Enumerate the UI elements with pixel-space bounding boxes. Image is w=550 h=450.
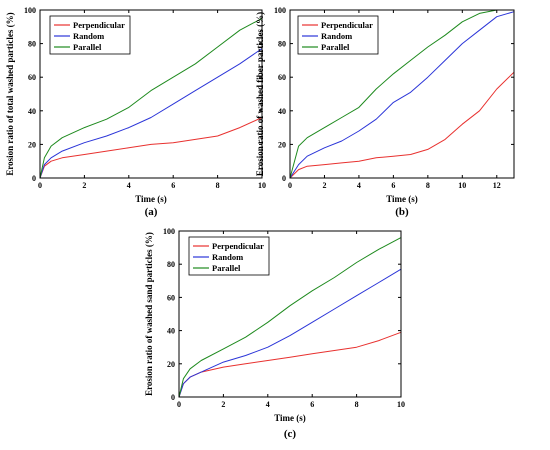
x-tick-label: 2 bbox=[82, 181, 86, 190]
legend-label-parallel: Parallel bbox=[321, 42, 350, 52]
y-tick-label: 100 bbox=[24, 6, 36, 15]
y-tick-label: 80 bbox=[278, 40, 286, 49]
x-tick-label: 6 bbox=[171, 181, 175, 190]
series-line-parallel bbox=[39, 17, 263, 179]
legend-label-parallel: Parallel bbox=[73, 42, 102, 52]
y-tick-label: 20 bbox=[167, 360, 175, 369]
x-tick-label: 0 bbox=[38, 181, 42, 190]
x-tick-label: 8 bbox=[216, 181, 220, 190]
x-tick-label: 0 bbox=[177, 400, 181, 409]
legend-label-parallel: Parallel bbox=[212, 263, 241, 273]
legend-label-perpendicular: Perpendicular bbox=[212, 241, 264, 251]
legend-box bbox=[297, 15, 379, 55]
x-tick-label: 10 bbox=[458, 181, 466, 190]
y-tick-label: 40 bbox=[28, 107, 36, 116]
legend-label-random: Random bbox=[212, 252, 243, 262]
series-line-random bbox=[178, 268, 402, 398]
series-line-random bbox=[289, 11, 515, 179]
x-tick-label: 0 bbox=[288, 181, 292, 190]
x-tick-label: 10 bbox=[258, 181, 266, 190]
series-line-parallel bbox=[178, 237, 402, 398]
x-tick-label: 6 bbox=[391, 181, 395, 190]
legend-box bbox=[49, 15, 131, 55]
plot-frame bbox=[289, 9, 515, 179]
y-tick-label: 100 bbox=[274, 6, 286, 15]
legend-box bbox=[188, 236, 270, 276]
x-tick-label: 4 bbox=[127, 181, 131, 190]
y-tick-label: 80 bbox=[28, 40, 36, 49]
series-line-random bbox=[39, 48, 263, 179]
y-tick-label: 40 bbox=[278, 107, 286, 116]
x-tick-label: 2 bbox=[322, 181, 326, 190]
y-tick-label: 0 bbox=[282, 174, 286, 183]
series-line-perpendicular bbox=[39, 117, 263, 179]
x-tick-label: 12 bbox=[493, 181, 501, 190]
y-axis-label: Erosion ratio of total washed particles … bbox=[5, 12, 15, 175]
x-axis-label: Time (s) bbox=[135, 194, 167, 204]
legend-label-perpendicular: Perpendicular bbox=[321, 20, 373, 30]
chart-caption: (a) bbox=[145, 206, 158, 218]
x-tick-label: 4 bbox=[357, 181, 361, 190]
legend-label-random: Random bbox=[73, 31, 104, 41]
x-axis-label: Time (s) bbox=[386, 194, 418, 204]
y-tick-label: 60 bbox=[278, 73, 286, 82]
x-tick-label: 10 bbox=[397, 400, 405, 409]
y-tick-label: 0 bbox=[32, 174, 36, 183]
legend-label-random: Random bbox=[321, 31, 352, 41]
chart-caption: (b) bbox=[395, 206, 409, 218]
y-tick-label: 40 bbox=[167, 327, 175, 336]
x-tick-label: 2 bbox=[221, 400, 225, 409]
y-tick-label: 80 bbox=[167, 260, 175, 269]
series-line-perpendicular bbox=[178, 331, 402, 398]
y-tick-label: 100 bbox=[163, 227, 175, 236]
y-tick-label: 60 bbox=[28, 73, 36, 82]
x-tick-label: 4 bbox=[266, 400, 270, 409]
y-tick-label: 60 bbox=[167, 293, 175, 302]
y-axis-label: Erosion ratio of washed sand particles (… bbox=[144, 232, 154, 396]
series-line-parallel bbox=[289, 9, 514, 179]
y-tick-label: 20 bbox=[278, 140, 286, 149]
y-axis-label: Erosion ratio of washed fiber particles … bbox=[255, 12, 265, 176]
series-line-perpendicular bbox=[289, 71, 515, 179]
y-tick-label: 20 bbox=[28, 140, 36, 149]
y-tick-label: 0 bbox=[171, 393, 175, 402]
x-tick-label: 8 bbox=[355, 400, 359, 409]
chart-1: 0 2 4 6 8 10 12 0 20 40 60 80 100 Time (s) Erosion rat… bbox=[255, 6, 515, 218]
legend-label-perpendicular: Perpendicular bbox=[73, 20, 125, 30]
x-tick-label: 6 bbox=[310, 400, 314, 409]
plot-frame bbox=[178, 230, 402, 398]
x-axis-label: Time (s) bbox=[274, 413, 306, 423]
chart-caption: (c) bbox=[284, 428, 297, 440]
plot-frame bbox=[39, 9, 263, 179]
x-tick-label: 8 bbox=[426, 181, 430, 190]
